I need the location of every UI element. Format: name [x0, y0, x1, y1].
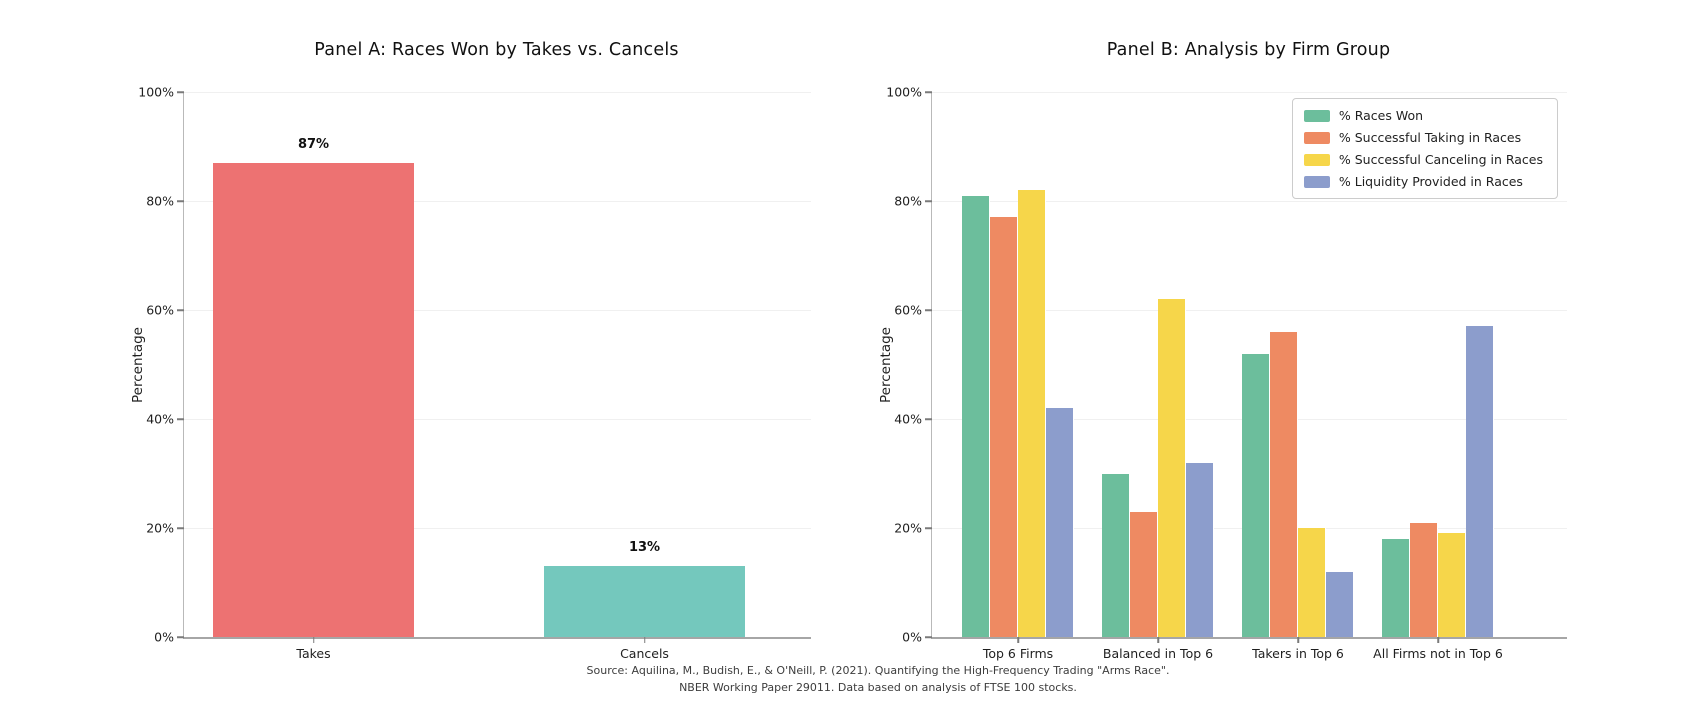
legend-row: % Liquidity Provided in Races: [1303, 174, 1543, 189]
panel-a-title: Panel A: Races Won by Takes vs. Cancels: [314, 40, 679, 60]
panel-a-ytick-label-0: 0%: [154, 629, 174, 645]
legend-label: % Liquidity Provided in Races: [1338, 174, 1523, 189]
panel-b-title: Panel B: Analysis by Firm Group: [1106, 40, 1391, 60]
bar-takers-in-top-6-successful-canceling-in-races: [1298, 528, 1326, 637]
panel-b-plot-area: Percentage % Races Won % Successful Taki…: [878, 85, 1567, 661]
panel-b-ytick-label-20: 20%: [894, 520, 922, 536]
bar-value-cancels: 13%: [628, 540, 661, 556]
bar-top-6-firms-races-won: [962, 195, 990, 637]
panel-b-xtick-label-takers-in-top-6: Takers in Top 6: [1252, 646, 1344, 661]
legend-label: % Successful Canceling in Races: [1338, 152, 1543, 167]
panel-a-xtick-mark: [643, 637, 646, 643]
panel-b-ytick-label-40: 40%: [894, 411, 922, 427]
bar-balanced-in-top-6-liquidity-provided-in-races: [1186, 462, 1214, 637]
panel-a-gridline-40: [184, 419, 811, 420]
source-citation-line-1: Source: Aquilina, M., Budish, E., & O'Ne…: [586, 664, 1170, 677]
bar-takes: [213, 162, 414, 637]
bar-balanced-in-top-6-races-won: [1102, 473, 1130, 637]
panel-b-xtick-label-top-6-firms: Top 6 Firms: [982, 646, 1054, 661]
bar-cancels: [544, 566, 745, 637]
panel-b-xtick-mark: [1437, 637, 1439, 643]
panel-a-ytick-mark: [177, 418, 184, 420]
panel-b-xtick-mark: [1017, 637, 1019, 643]
legend-label: % Successful Taking in Races: [1338, 130, 1522, 145]
panel-b-ytick-label-60: 60%: [894, 302, 922, 318]
panel-b-xtick-mark: [1297, 637, 1299, 643]
panel-a-gridline-80: [184, 201, 811, 202]
legend-row: % Successful Canceling in Races: [1303, 152, 1543, 167]
panel-b-ytick-label-80: 80%: [894, 193, 922, 209]
bar-top-6-firms-liquidity-provided-in-races: [1046, 408, 1074, 637]
panel-b-xtick-label-all-firms-not-in-top-6: All Firms not in Top 6: [1373, 646, 1503, 661]
panel-a-gridline-60: [184, 310, 811, 311]
legend-swatch-successful-taking: [1303, 131, 1330, 144]
bar-balanced-in-top-6-successful-taking-in-races: [1130, 511, 1158, 637]
legend: % Races Won % Successful Taking in Races…: [1291, 98, 1558, 199]
bar-balanced-in-top-6-successful-canceling-in-races: [1158, 299, 1186, 637]
panel-b-ytick-mark: [925, 418, 932, 420]
panel-a-ytick-mark: [177, 200, 184, 202]
bar-takers-in-top-6-races-won: [1242, 353, 1270, 637]
panel-b-gridline-100: [932, 92, 1567, 93]
legend-row: % Successful Taking in Races: [1303, 130, 1543, 145]
bar-top-6-firms-successful-taking-in-races: [990, 217, 1018, 637]
bar-takers-in-top-6-liquidity-provided-in-races: [1326, 571, 1354, 637]
bar-value-takes: 87%: [297, 136, 330, 152]
panel-a-xtick-mark: [312, 637, 315, 643]
bar-all-firms-not-in-top-6-liquidity-provided-in-races: [1466, 326, 1494, 637]
panel-b-gridline-60: [932, 310, 1567, 311]
panel-b-xtick-mark: [1157, 637, 1159, 643]
panel-a-ytick-mark: [177, 636, 184, 638]
panel-b-y-axis-label: Percentage: [878, 326, 894, 403]
panel-b-ytick-label-100: 100%: [886, 84, 922, 100]
panel-b-ytick-mark: [925, 636, 932, 638]
legend-label: % Races Won: [1338, 108, 1424, 123]
panel-a-ytick-mark: [177, 309, 184, 311]
legend-swatch-successful-canceling: [1303, 153, 1330, 166]
legend-swatch-races-won: [1303, 109, 1330, 122]
panel-b-ytick-mark: [925, 527, 932, 529]
panel-b-xtick-label-balanced-in-top-6: Balanced in Top 6: [1102, 646, 1214, 661]
panel-a-ytick-label-60: 60%: [146, 302, 174, 318]
panel-b-gridline-80: [932, 201, 1567, 202]
panel-a-y-axis-label: Percentage: [130, 326, 146, 403]
panel-b-ytick-mark: [925, 309, 932, 311]
panel-a-ytick-label-40: 40%: [146, 411, 174, 427]
bar-all-firms-not-in-top-6-successful-canceling-in-races: [1438, 533, 1466, 637]
panel-a-ytick-label-100: 100%: [138, 84, 174, 100]
legend-row: % Races Won: [1303, 108, 1543, 123]
panel-a-ytick-mark: [177, 527, 184, 529]
panel-a-ytick-label-20: 20%: [146, 520, 174, 536]
source-citation-line-2: NBER Working Paper 29011. Data based on …: [679, 681, 1077, 694]
panel-a-plot-area: Percentage 0% 20% 40% 60% 80% 100% 87% Takes 13%…: [130, 85, 811, 661]
panel-b-ytick-mark: [925, 200, 932, 202]
panel-a-ytick-label-80: 80%: [146, 193, 174, 209]
panel-a-xtick-label-takes: Takes: [296, 646, 331, 661]
panel-b-ytick-label-0: 0%: [902, 629, 922, 645]
panel-a-ytick-mark: [177, 91, 184, 93]
bar-takers-in-top-6-successful-taking-in-races: [1270, 331, 1298, 637]
panel-a-xtick-label-cancels: Cancels: [620, 646, 669, 661]
panel-b-ytick-mark: [925, 91, 932, 93]
bar-all-firms-not-in-top-6-successful-taking-in-races: [1410, 522, 1438, 637]
panel-a-gridline-20: [184, 528, 811, 529]
bar-all-firms-not-in-top-6-races-won: [1382, 538, 1410, 637]
panel-a-gridline-100: [184, 92, 811, 93]
bar-top-6-firms-successful-canceling-in-races: [1018, 190, 1046, 637]
legend-swatch-liquidity-provided: [1303, 175, 1330, 188]
